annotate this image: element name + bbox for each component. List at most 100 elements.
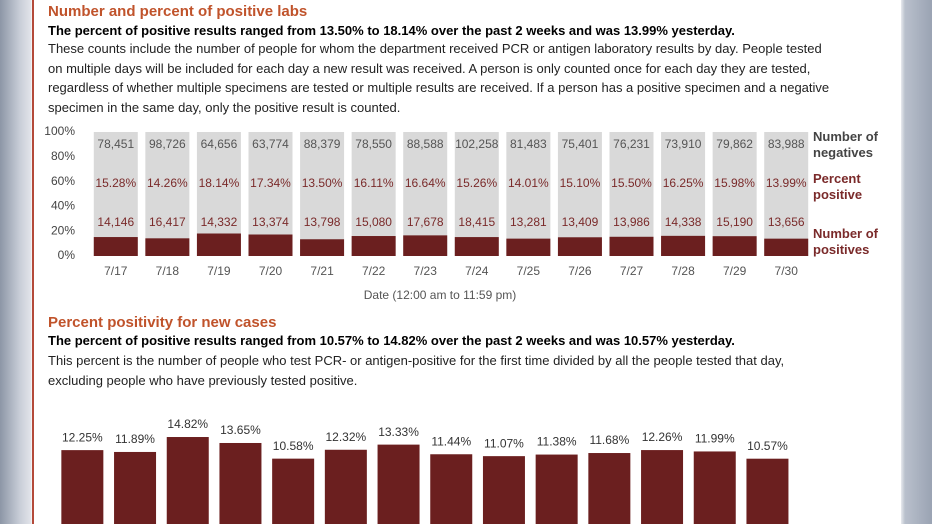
x-tick-label: 7/28 [671,264,695,278]
data-label: 88,379 [304,137,341,151]
x-tick-label: 7/18 [156,264,180,278]
data-label: 13,409 [562,215,599,229]
y-tick-label: 60% [51,174,75,188]
bar [764,238,809,256]
data-label: 15.50% [611,176,652,190]
data-label: 13,281 [510,215,547,229]
x-tick-label: 7/26 [568,264,592,278]
bar [609,236,654,256]
bar [93,237,138,256]
data-label: 18.14% [199,176,240,190]
data-label: 10.58% [273,439,314,453]
data-label: 63,774 [252,137,289,151]
x-tick-label: 7/17 [104,264,128,278]
bar [588,453,631,524]
bar-background [557,132,602,256]
bar [506,238,551,256]
bar [746,458,789,524]
data-label: 12.26% [642,430,683,444]
chart-title: Number and percent of positive labs [48,3,308,20]
data-label: 15.98% [714,176,755,190]
y-tick-label: 100% [44,124,75,138]
data-label: 13.99% [766,176,807,190]
x-tick-label: 7/23 [414,264,438,278]
legend-label: Number of negatives [813,129,878,160]
bar [535,454,578,524]
data-label: 15.26% [456,176,497,190]
x-tick-label: 7/21 [310,264,334,278]
bar [61,450,104,524]
data-label: 73,910 [665,137,702,151]
data-label: 14.82% [167,417,208,431]
bar [454,237,499,256]
bar-background [145,132,190,256]
data-label: 78,550 [355,137,392,151]
data-label: 98,726 [149,137,186,151]
data-label: 14,332 [201,215,238,229]
panel [32,0,901,524]
bar [482,456,525,524]
data-label: 18,415 [458,215,495,229]
data-label: 11.68% [589,433,629,447]
x-tick-label: 7/19 [207,264,231,278]
bar [377,444,420,524]
x-tick-label: 7/29 [723,264,747,278]
bar [114,451,157,524]
legend-label: Number of positives [813,226,878,257]
chart-description: These counts include the number of peopl… [48,41,830,115]
y-tick-label: 80% [51,149,75,163]
bar-background [403,132,448,256]
x-tick-label: 7/22 [362,264,386,278]
data-label: 64,656 [201,137,238,151]
data-label: 14.26% [147,176,188,190]
data-label: 11.99% [695,432,735,446]
x-tick-label: 7/30 [775,264,799,278]
y-tick-label: 0% [58,248,76,262]
bar-background [506,132,551,256]
data-label: 88,588 [407,137,444,151]
data-label: 78,451 [97,137,134,151]
data-label: 15.28% [95,176,136,190]
chart-subtitle: The percent of positive results ranged f… [48,23,735,38]
x-tick-label: 7/25 [517,264,541,278]
data-label: 16,417 [149,215,186,229]
bar [272,458,315,524]
chart-subtitle: The percent of positive results ranged f… [48,333,735,348]
x-tick-label: 7/27 [620,264,644,278]
data-label: 15,190 [716,215,753,229]
chart-description: This percent is the number of people who… [48,353,785,388]
data-label: 13.65% [220,423,261,437]
bar [712,236,757,256]
x-tick-label: 7/24 [465,264,489,278]
data-label: 13.33% [378,425,419,439]
data-label: 13.50% [302,176,343,190]
bar-background [93,132,138,256]
data-label: 12.32% [325,430,366,444]
data-label: 13,986 [613,215,650,229]
data-label: 15,080 [355,215,392,229]
data-label: 14,338 [665,215,702,229]
bar-background [661,132,706,256]
bar [324,449,367,524]
data-label: 76,231 [613,137,650,151]
chart-title: Percent positivity for new cases [48,314,277,331]
data-label: 10.57% [747,439,788,453]
bar [641,450,684,524]
data-label: 11.44% [431,434,471,448]
bar [196,233,241,256]
legend-label: Percent positive [813,171,863,202]
data-label: 102,258 [455,137,499,151]
data-label: 16.64% [405,176,446,190]
data-label: 83,988 [768,137,805,151]
bar-background [351,132,396,256]
data-label: 11.07% [484,436,524,450]
data-label: 13,656 [768,215,805,229]
data-label: 16.11% [354,176,394,190]
bar [145,238,190,256]
data-label: 17,678 [407,215,444,229]
data-label: 81,483 [510,137,547,151]
x-axis-label: Date (12:00 am to 11:59 pm) [364,288,517,302]
bar [693,451,736,524]
data-label: 13,798 [304,215,341,229]
